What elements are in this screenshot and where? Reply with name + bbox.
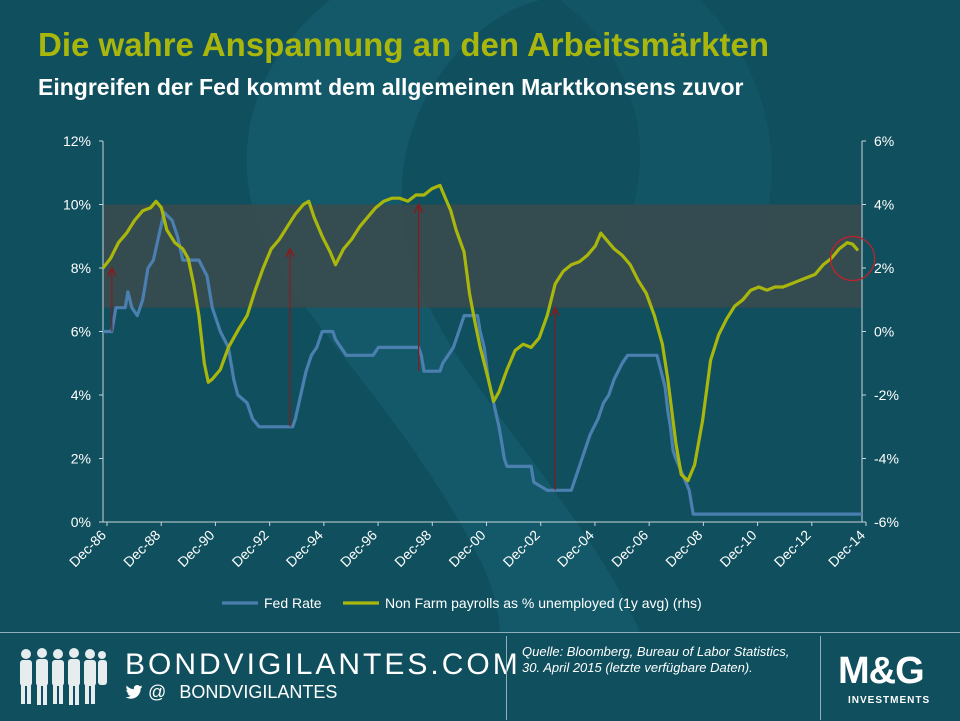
left-tick-label: 8% [71,260,91,276]
footer [0,632,960,721]
left-tick-label: 6% [71,324,91,340]
left-tick-label: 4% [71,387,91,403]
x-tick-label: Dec-02 [500,527,543,570]
x-tick-label: Dec-12 [771,527,814,570]
footer-divider [506,636,507,720]
brand-name: BONDVIGILANTES.COM [125,648,521,681]
source-note: Quelle: Bloomberg, Bureau of Labor Stati… [522,644,790,675]
arrow-head [285,247,295,258]
x-tick-label: Dec-00 [445,527,488,570]
x-tick-label: Dec-94 [283,527,326,570]
x-tick-label: Dec-92 [229,527,272,570]
twitter-bird-icon [125,685,143,699]
fed-rate-line [103,210,862,516]
left-tick-label: 12% [63,133,91,149]
right-tick-label: -2% [874,387,899,403]
arrow-head [413,202,424,213]
legend-label-payrolls: Non Farm payrolls as % unemployed (1y av… [385,595,702,611]
x-tick-label: Dec-90 [174,527,217,570]
x-tick-label: Dec-08 [662,527,705,570]
footer-divider [820,636,821,720]
right-tick-label: 2% [874,260,894,276]
x-tick-label: Dec-98 [391,527,434,570]
page-subtitle: Eingreifen der Fed kommt dem allgemeinen… [38,74,744,100]
chart: 0% 2% 4% 6% 8% 10% 12% -6% -4% -2% 0% 2% 4% 6% Dec-86 D… [63,133,899,611]
social-handle[interactable]: BONDVIGILANTES [179,682,338,702]
x-tick-label: Dec-88 [120,527,163,570]
people-silhouettes-icon [20,648,107,705]
x-tick-label: Dec-96 [337,527,380,570]
mg-logo-subtitle: INVESTMENTS [848,695,931,706]
legend-label-fed-rate: Fed Rate [264,595,322,611]
left-tick-label: 2% [71,451,91,467]
right-tick-label: 6% [874,133,894,149]
right-tick-label: -4% [874,451,899,467]
mg-logo: M&G [838,650,925,692]
right-tick-label: 0% [874,324,894,340]
at-symbol: @ [148,682,167,702]
right-tick-label: -6% [874,514,899,530]
x-tick-label: Dec-10 [716,527,759,570]
social-line: @ BONDVIGILANTES [125,682,337,703]
arrow-head [107,266,117,277]
x-tick-label: Dec-14 [825,527,868,570]
page-title: Die wahre Anspannung an den Arbeitsmärkt… [38,26,770,63]
x-tick-label: Dec-04 [554,527,597,570]
left-tick-label: 10% [63,197,91,213]
right-tick-label: 4% [874,197,894,213]
left-tick-label: 0% [71,514,91,530]
shaded-band [103,204,862,308]
arrow-head [550,306,560,317]
x-tick-label: Dec-86 [66,527,109,570]
payrolls-line [101,183,860,483]
highlight-circle [829,235,876,282]
background-shapes [246,0,640,632]
x-tick-label: Dec-06 [608,527,651,570]
